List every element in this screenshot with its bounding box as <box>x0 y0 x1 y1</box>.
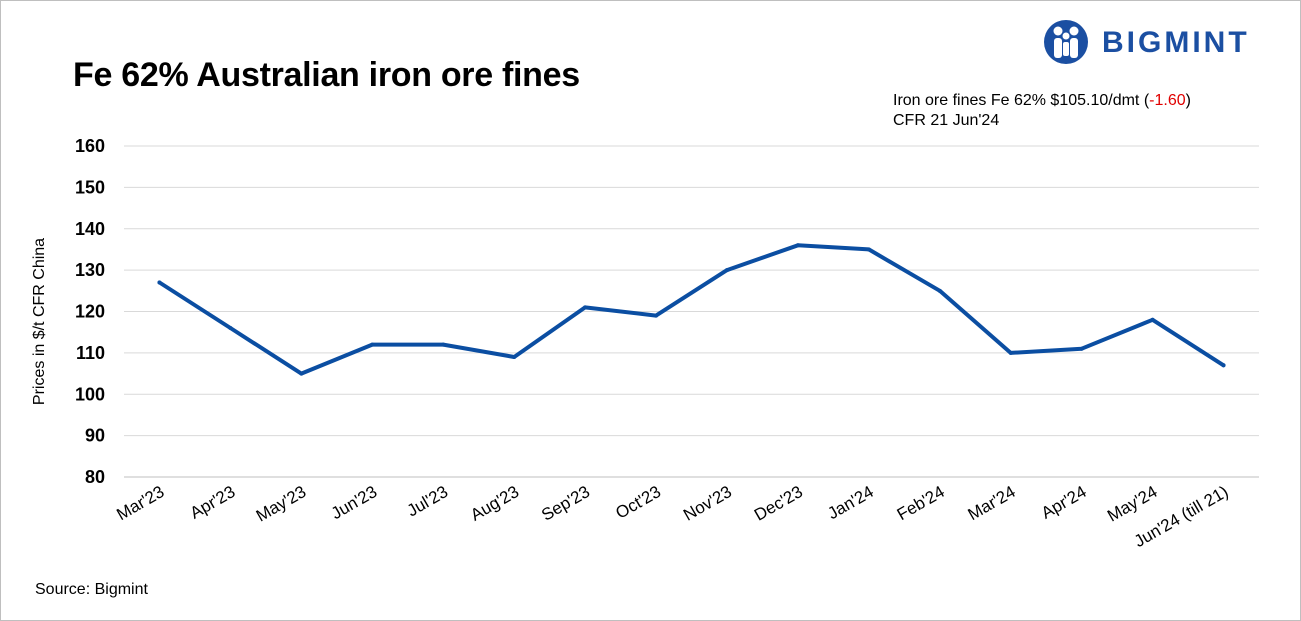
price-note-line1: Iron ore fines Fe 62% $105.10/dmt (-1.60… <box>893 91 1191 111</box>
x-tick-label: Apr'24 <box>1038 482 1090 523</box>
x-tick-label: Nov'23 <box>680 482 735 525</box>
y-tick-label: 90 <box>85 426 105 446</box>
series-group <box>157 243 1226 376</box>
y-tick-label: 130 <box>75 260 105 280</box>
series-line-0 <box>157 243 1226 376</box>
x-tick-label: May'24 <box>1104 482 1161 526</box>
brand-logo: BIGMINT <box>1042 18 1262 68</box>
x-tick-label: Sep'23 <box>538 482 593 525</box>
y-tick-label: 150 <box>75 177 105 197</box>
data-point <box>583 305 588 310</box>
data-point <box>866 247 871 252</box>
data-point <box>937 288 942 293</box>
y-tick-label: 120 <box>75 302 105 322</box>
y-axis-ticks: 80 90 100 110 120 130 140 150 160 <box>75 136 105 487</box>
x-tick-label: Oct'23 <box>612 482 664 523</box>
x-tick-label: Mar'23 <box>113 482 167 524</box>
gridlines <box>124 145 1259 478</box>
x-tick-label: Mar'24 <box>965 482 1019 524</box>
data-point <box>1079 346 1084 351</box>
chart-title: Fe 62% Australian iron ore fines <box>73 56 580 94</box>
x-tick-label: May'23 <box>253 482 310 526</box>
data-point <box>370 342 375 347</box>
data-point <box>795 243 800 248</box>
x-tick-label: Jan'24 <box>824 482 876 523</box>
source-note: Source: Bigmint <box>35 581 148 598</box>
data-point <box>1008 350 1013 355</box>
x-tick-label: Aug'23 <box>467 482 522 525</box>
price-note-prefix: Iron ore fines Fe 62% $105.10/dmt ( <box>893 92 1150 109</box>
price-note: Iron ore fines Fe 62% $105.10/dmt (-1.60… <box>893 91 1191 131</box>
data-point <box>724 268 729 273</box>
x-tick-label: Jun'23 <box>328 482 380 523</box>
brand-name: BIGMINT <box>1102 26 1250 59</box>
price-note-line2: CFR 21 Jun'24 <box>893 112 1000 129</box>
x-tick-label: Apr'23 <box>187 482 239 523</box>
y-axis-label: Prices in $/t CFR China <box>31 238 48 405</box>
data-point <box>654 313 659 318</box>
data-point <box>1221 363 1226 368</box>
bigmint-people-logo-icon <box>1044 20 1088 64</box>
data-point <box>157 280 162 285</box>
y-tick-label: 110 <box>76 343 105 363</box>
x-tick-label: Jul'23 <box>404 482 452 520</box>
data-point <box>441 342 446 347</box>
y-tick-label: 160 <box>75 136 105 156</box>
data-point <box>1150 317 1155 322</box>
data-point <box>512 355 517 360</box>
y-tick-label: 80 <box>85 467 105 487</box>
x-axis-ticks: Mar'23 Apr'23 May'23 Jun'23 Jul'23 Aug'23 Sep'… <box>113 482 1231 551</box>
data-point <box>228 326 233 331</box>
data-point <box>299 371 304 376</box>
x-tick-label: Dec'23 <box>751 482 806 525</box>
y-tick-label: 100 <box>75 384 105 404</box>
price-change: -1.60 <box>1149 92 1186 109</box>
x-tick-label: Feb'24 <box>894 482 948 524</box>
y-tick-label: 140 <box>75 219 105 239</box>
price-note-suffix: ) <box>1185 92 1191 109</box>
